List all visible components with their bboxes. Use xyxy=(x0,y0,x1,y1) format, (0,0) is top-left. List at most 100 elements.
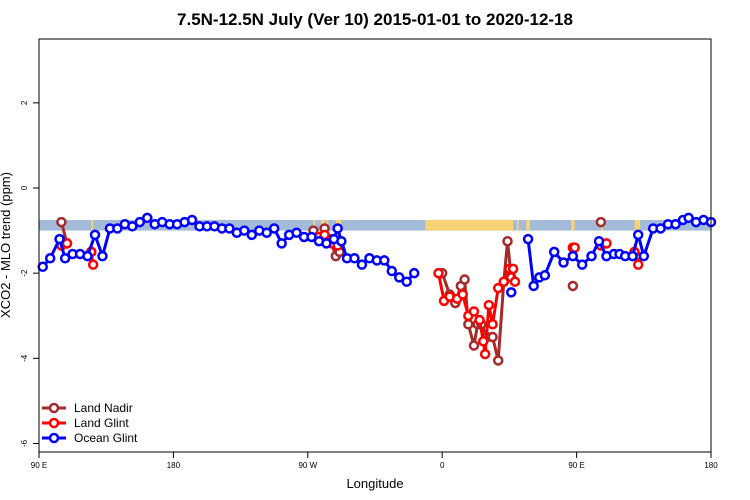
ocean-glint-point-69 xyxy=(638,250,650,262)
ocean-glint-point-67 xyxy=(627,250,638,262)
land-glint-point-20 xyxy=(492,282,504,294)
ocean-glint-point-68 xyxy=(632,229,644,241)
series-ocean-glint xyxy=(37,212,717,298)
y-axis-label: XCO2 - MLO trend (ppm) xyxy=(0,172,13,318)
land-glint-point-15 xyxy=(474,314,485,326)
ocean-glint-point-54 xyxy=(528,280,539,292)
land-band-segment-8 xyxy=(526,219,530,231)
land-nadir-point-20 xyxy=(492,355,504,366)
land-glint-point-16 xyxy=(478,336,489,347)
y-tick-label-2: -2 xyxy=(20,269,29,277)
ocean-glint-point-10 xyxy=(112,223,123,234)
ocean-glint-point-38 xyxy=(321,238,332,249)
plot-frame xyxy=(38,38,712,453)
ocean-glint-point-49 xyxy=(394,272,405,283)
ocean-glint-point-59 xyxy=(567,250,579,262)
ocean-glint-point-1 xyxy=(44,253,56,264)
land-nadir-point-14 xyxy=(463,319,474,330)
land-glint-point-23 xyxy=(507,263,519,275)
land-nadir-point-13 xyxy=(459,274,470,285)
land-band-segment-7 xyxy=(516,219,519,231)
ocean-glint-point-56 xyxy=(539,270,551,281)
land-glint-point-17 xyxy=(479,348,491,360)
land-glint-point-19 xyxy=(487,319,498,330)
ocean-glint-point-50 xyxy=(401,276,412,287)
ocean-glint-point-40 xyxy=(332,223,343,234)
ocean-glint-point-14 xyxy=(142,212,153,224)
ocean-glint-point-73 xyxy=(670,218,681,230)
ocean-glint-point-0 xyxy=(37,261,48,273)
x-tick-label-1: 180 xyxy=(167,461,181,470)
legend-marker-land-glint xyxy=(48,417,60,429)
land-glint-point-26 xyxy=(569,242,580,253)
land-glint-point-21 xyxy=(498,276,510,287)
ocean-glint-point-27 xyxy=(239,225,250,236)
x-axis: 90 E 180 90 W 0 90 E 180 xyxy=(31,452,718,470)
legend-label-land-glint: Land Glint xyxy=(74,416,129,430)
ocean-glint-point-47 xyxy=(379,255,390,266)
ocean-glint-point-3 xyxy=(59,253,71,264)
ocean-glint-point-25 xyxy=(224,223,235,234)
ocean-glint-point-60 xyxy=(576,259,588,270)
land-band-segment-9 xyxy=(571,219,575,231)
ocean-glint-point-53 xyxy=(522,233,534,245)
ocean-glint-point-12 xyxy=(127,221,138,232)
land-glint-point-24 xyxy=(509,276,521,287)
legend-marker-land-nadir xyxy=(48,402,60,414)
land-nadir-point-25 xyxy=(595,216,607,228)
land-nadir-point-15 xyxy=(468,340,480,351)
ocean-glint-point-8 xyxy=(97,250,108,262)
ocean-glint-point-52 xyxy=(506,287,517,298)
series-land-nadir xyxy=(56,216,642,366)
ocean-band xyxy=(39,219,711,231)
ocean-glint-point-32 xyxy=(276,238,287,249)
ocean-glint-point-44 xyxy=(356,259,368,270)
ocean-glint-point-51 xyxy=(408,267,420,279)
land-nadir-point-0 xyxy=(56,216,67,228)
land-glint-point-18 xyxy=(483,299,495,311)
legend-label-land-nadir: Land Nadir xyxy=(74,401,133,415)
ocean-glint-point-71 xyxy=(655,223,666,234)
ocean-glint-point-57 xyxy=(548,246,560,258)
ocean-glint-point-61 xyxy=(586,250,597,262)
ocean-glint-point-2 xyxy=(54,233,65,245)
land-glint-point-1 xyxy=(61,238,73,249)
y-tick-label-0: 2 xyxy=(20,100,29,105)
land-band-segment-6 xyxy=(425,219,514,231)
land-band-segment-2 xyxy=(313,219,316,231)
y-tick-label-4: -6 xyxy=(20,439,29,447)
land-nadir-point-22 xyxy=(502,235,513,247)
ocean-glint-point-6 xyxy=(82,250,93,262)
y-tick-label-3: -4 xyxy=(20,354,29,362)
ocean-glint-point-36 xyxy=(306,231,317,243)
y-axis: 2 0 -2 -4 -6 xyxy=(20,100,39,447)
ocean-glint-point-58 xyxy=(558,257,569,268)
land-glint-point-8 xyxy=(433,267,444,279)
land-nadir-point-24 xyxy=(567,280,579,292)
ocean-glint-point-30 xyxy=(261,227,272,238)
ocean-glint-point-31 xyxy=(268,223,280,234)
ocean-glint-point-13 xyxy=(134,216,146,228)
series-layer xyxy=(37,212,717,366)
land-glint-point-12 xyxy=(457,289,468,300)
ocean-glint-point-62 xyxy=(593,235,605,247)
land-band-segment-1 xyxy=(91,219,94,231)
x-tick-label-4: 90 E xyxy=(568,461,584,470)
chart-title: 7.5N-12.5N July (Ver 10) 2015-01-01 to 2… xyxy=(177,10,573,29)
ocean-glint-point-48 xyxy=(386,265,398,277)
ocean-glint-point-7 xyxy=(89,229,101,241)
ocean-glint-point-41 xyxy=(336,235,347,247)
land-band-segment-11 xyxy=(634,219,641,231)
x-tick-label-2: 90 W xyxy=(298,461,317,470)
ocean-glint-point-43 xyxy=(349,253,360,264)
x-tick-label-5: 180 xyxy=(704,461,718,470)
legend-label-ocean-glint: Ocean Glint xyxy=(74,431,138,445)
legend-marker-ocean-glint xyxy=(48,432,60,444)
land-glint-point-3 xyxy=(87,259,99,270)
y-tick-label-1: 0 xyxy=(20,185,29,190)
series-land-glint xyxy=(56,229,644,360)
ocean-glint-point-20 xyxy=(186,214,198,226)
land-glint-point-30 xyxy=(632,259,644,270)
